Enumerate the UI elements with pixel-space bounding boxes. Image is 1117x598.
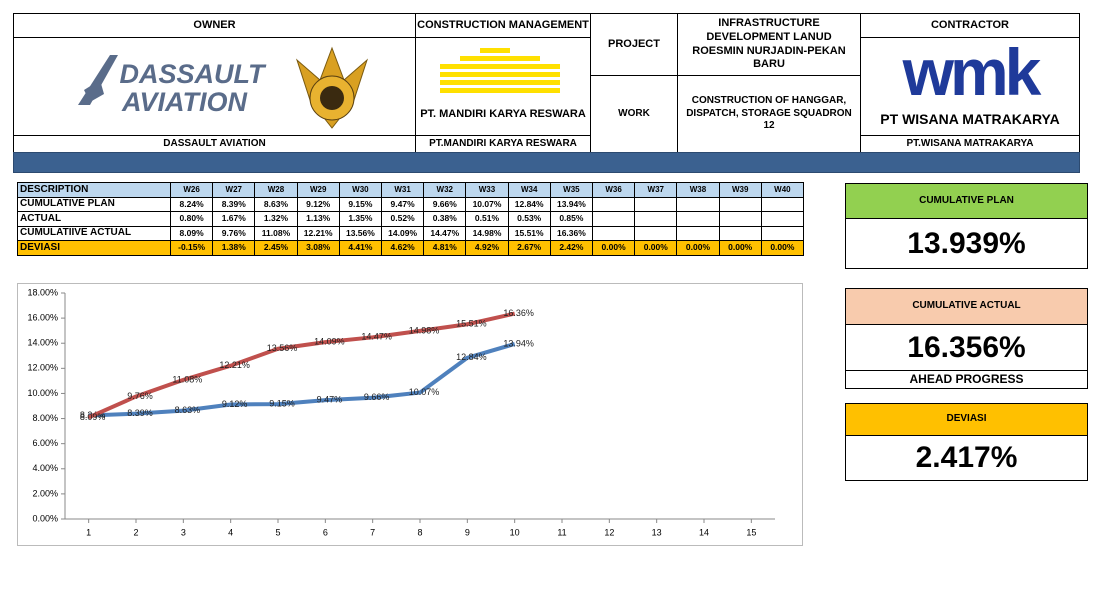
table-cell: -0.15% xyxy=(170,240,214,256)
y-tick-label: 4.00% xyxy=(32,463,58,473)
data-label: 15.51% xyxy=(456,319,487,329)
y-tick-label: 10.00% xyxy=(27,388,58,398)
y-tick-label: 2.00% xyxy=(32,488,58,498)
logo-text: PT WISANA MATRAKARYA xyxy=(880,111,1060,128)
emblem xyxy=(295,46,369,129)
kpi-title: CUMULATIVE PLAN xyxy=(845,183,1088,219)
x-tick-label: 1 xyxy=(86,527,91,537)
x-tick-label: 8 xyxy=(417,527,422,537)
kpi-value: 2.417% xyxy=(845,435,1088,481)
table-cell: 4.92% xyxy=(465,240,509,256)
kpi-title: DEVIASI xyxy=(845,403,1088,436)
data-label: 8.63% xyxy=(175,405,201,415)
x-tick-label: 15 xyxy=(746,527,756,537)
logo-text: DASSAULT xyxy=(119,59,265,90)
kpi-title: CUMULATIVE ACTUAL xyxy=(845,288,1088,325)
logo-text: PT. MANDIRI KARYA RESWARA xyxy=(420,108,586,121)
data-label: 9.15% xyxy=(269,398,295,408)
x-tick-label: 10 xyxy=(510,527,520,537)
data-label: 12.84% xyxy=(456,352,487,362)
data-label: 16.36% xyxy=(503,308,534,318)
y-tick-label: 8.00% xyxy=(32,413,58,423)
data-label: 9.12% xyxy=(222,399,248,409)
series-line xyxy=(87,311,516,420)
kpi-value: 13.939% xyxy=(845,218,1088,269)
chart-frame xyxy=(17,283,803,546)
dassault-icon xyxy=(78,55,118,105)
x-tick-label: 2 xyxy=(133,527,138,537)
table-cell: 0.00% xyxy=(634,240,678,256)
band xyxy=(13,152,1080,173)
data-label: 11.08% xyxy=(172,374,202,384)
data-label: 9.47% xyxy=(317,394,343,404)
data-label: 8.09% xyxy=(80,412,106,422)
data-label: 12.21% xyxy=(219,360,250,370)
x-tick-label: 14 xyxy=(699,527,709,537)
x-tick-label: 4 xyxy=(228,527,233,537)
data-label: 14.98% xyxy=(409,325,440,335)
x-tick-label: 13 xyxy=(652,527,662,537)
x-tick-label: 7 xyxy=(370,527,375,537)
table-cell: 0.00% xyxy=(718,240,762,256)
x-tick-label: 9 xyxy=(465,527,470,537)
x-tick-label: 11 xyxy=(557,527,566,537)
logo-text: wmk xyxy=(902,34,1042,109)
cm-logo-bars xyxy=(440,48,560,93)
table-cell: 2.45% xyxy=(254,240,298,256)
y-tick-label: 6.00% xyxy=(32,438,58,448)
x-tick-label: 12 xyxy=(604,527,614,537)
logo-text: AVIATION xyxy=(122,87,247,118)
table-cell: 4.62% xyxy=(381,240,425,256)
series-line xyxy=(88,342,516,418)
data-label: 14.09% xyxy=(314,336,345,346)
project-value: INFRASTRUCTURE DEVELOPMENT LANUD ROESMIN… xyxy=(677,13,861,76)
table-cell: 4.81% xyxy=(423,240,467,256)
y-tick-label: 0.00% xyxy=(32,513,58,523)
x-tick-label: 6 xyxy=(323,527,328,537)
data-label: 13.56% xyxy=(267,343,298,353)
y-tick-label: 14.00% xyxy=(27,338,58,348)
x-tick-label: 3 xyxy=(181,527,186,537)
table-cell: 3.08% xyxy=(296,240,340,256)
data-label: 8.39% xyxy=(127,408,153,418)
y-tick-label: 18.00% xyxy=(27,287,58,297)
table-cell: 0.00% xyxy=(676,240,720,256)
data-label: 13.94% xyxy=(503,338,534,348)
y-tick-label: 12.00% xyxy=(27,363,58,373)
kpi-note: AHEAD PROGRESS xyxy=(845,370,1088,389)
data-label: 14.47% xyxy=(361,332,392,342)
y-tick-label: 16.00% xyxy=(27,312,58,322)
data-label: 9.66% xyxy=(364,392,390,402)
table-cell: 0.00% xyxy=(760,240,804,256)
data-label: 10.07% xyxy=(409,387,440,397)
x-tick-label: 5 xyxy=(275,527,280,537)
data-label: 9.76% xyxy=(127,391,153,401)
